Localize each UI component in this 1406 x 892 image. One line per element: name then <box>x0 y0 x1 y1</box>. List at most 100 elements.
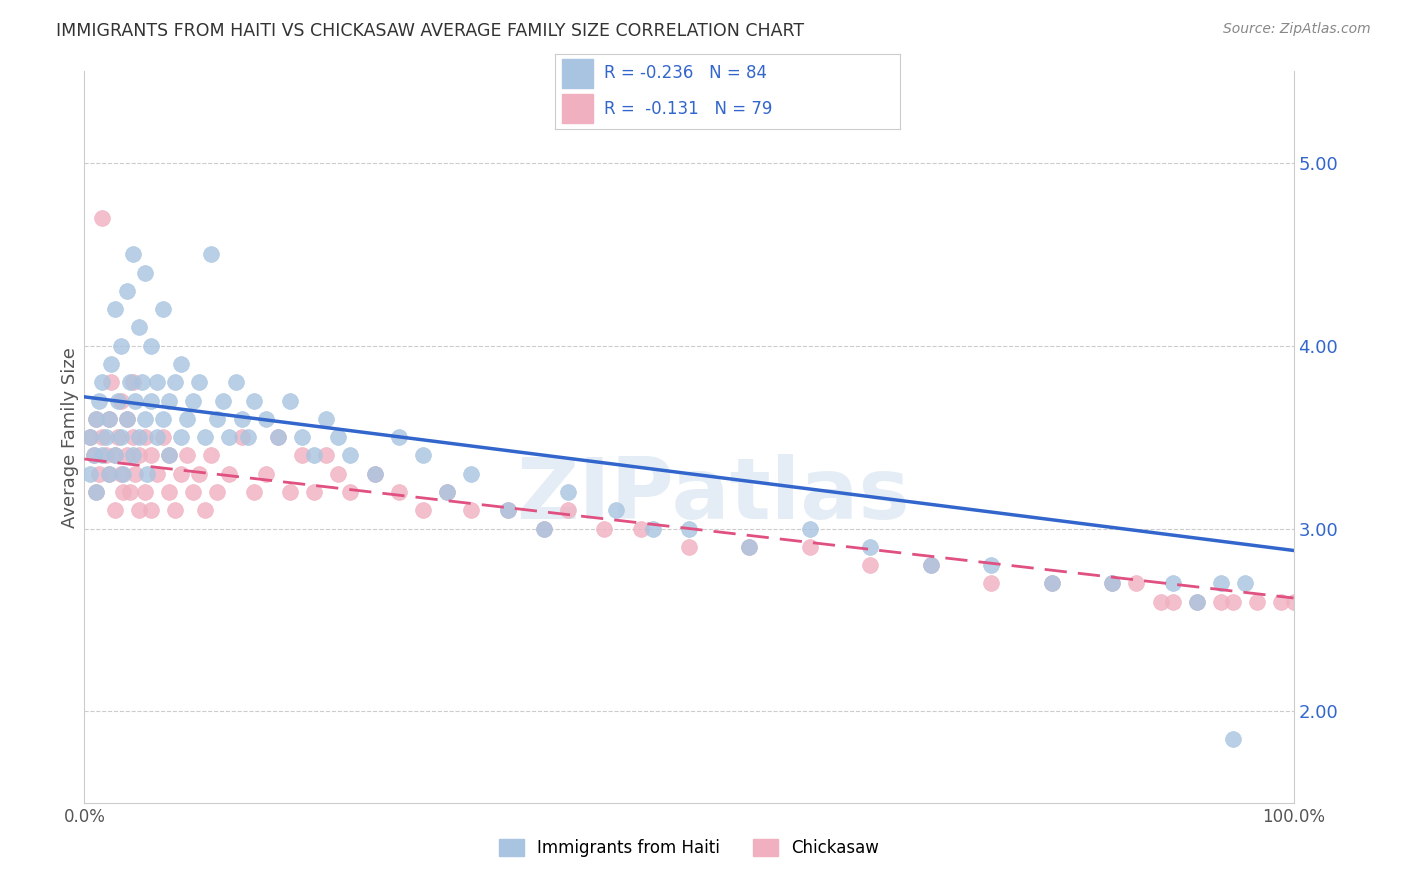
Point <box>1040 576 1063 591</box>
Point <box>104 503 127 517</box>
Point <box>1185 594 1208 608</box>
Point <box>388 485 411 500</box>
Point <box>139 338 162 352</box>
Point <box>920 558 942 573</box>
Point <box>124 467 146 481</box>
Point <box>200 448 222 462</box>
Point <box>87 393 110 408</box>
Point <box>859 558 882 573</box>
Point <box>363 467 385 481</box>
Point <box>110 393 132 408</box>
Point <box>738 540 761 554</box>
Point <box>112 467 135 481</box>
Point <box>980 576 1002 591</box>
Text: Source: ZipAtlas.com: Source: ZipAtlas.com <box>1223 22 1371 37</box>
Point <box>1282 594 1305 608</box>
Point <box>1101 576 1123 591</box>
Text: R = -0.236   N = 84: R = -0.236 N = 84 <box>603 64 766 82</box>
Point <box>121 247 143 261</box>
Point <box>236 430 259 444</box>
Point <box>86 412 108 426</box>
Point <box>980 558 1002 573</box>
Point <box>104 448 127 462</box>
Point <box>231 430 253 444</box>
Point <box>436 485 458 500</box>
Point <box>678 521 700 535</box>
Point <box>328 467 350 481</box>
Point <box>176 412 198 426</box>
Point <box>605 503 627 517</box>
Point <box>79 430 101 444</box>
Point <box>194 430 217 444</box>
Text: ZIPatlas: ZIPatlas <box>516 454 910 537</box>
Point <box>1209 576 1232 591</box>
Point <box>91 430 114 444</box>
Point <box>194 503 217 517</box>
Point <box>157 448 180 462</box>
Point <box>115 412 138 426</box>
Point <box>436 485 458 500</box>
Point <box>134 430 156 444</box>
Point <box>115 284 138 298</box>
Point <box>207 412 229 426</box>
Point <box>87 467 110 481</box>
Point <box>128 320 150 334</box>
Point <box>136 467 159 481</box>
Point <box>302 448 325 462</box>
Point <box>107 430 129 444</box>
Point <box>315 412 337 426</box>
Point <box>212 393 235 408</box>
Point <box>83 448 105 462</box>
Point <box>1149 594 1171 608</box>
Point <box>496 503 519 517</box>
Point <box>86 485 108 500</box>
Point <box>139 503 162 517</box>
Point <box>152 430 174 444</box>
Point <box>100 357 122 371</box>
Point <box>120 375 142 389</box>
Point <box>533 521 555 535</box>
Point <box>79 467 101 481</box>
Point <box>1234 576 1257 591</box>
Point <box>121 430 143 444</box>
Y-axis label: Average Family Size: Average Family Size <box>60 347 79 527</box>
Point <box>339 448 361 462</box>
Point <box>128 448 150 462</box>
Point <box>134 485 156 500</box>
Point <box>363 467 385 481</box>
Point <box>388 430 411 444</box>
Point <box>200 247 222 261</box>
Point <box>170 430 193 444</box>
Point <box>157 448 180 462</box>
Point <box>799 540 821 554</box>
Point <box>278 393 301 408</box>
Point <box>254 467 277 481</box>
Point <box>146 467 169 481</box>
Point <box>1101 576 1123 591</box>
Point <box>110 338 132 352</box>
Point <box>328 430 350 444</box>
Point <box>1125 576 1147 591</box>
Point <box>412 503 434 517</box>
Point <box>152 412 174 426</box>
Point <box>218 467 240 481</box>
Point <box>157 485 180 500</box>
Point <box>124 393 146 408</box>
Point <box>91 448 114 462</box>
Point <box>181 485 204 500</box>
Point <box>97 467 120 481</box>
Point <box>152 301 174 317</box>
Point <box>267 430 290 444</box>
Point <box>107 393 129 408</box>
Point <box>291 430 314 444</box>
Point <box>165 375 187 389</box>
Point <box>302 485 325 500</box>
Point <box>170 467 193 481</box>
Point <box>112 485 135 500</box>
Point <box>121 448 143 462</box>
Point <box>79 430 101 444</box>
Point <box>242 485 264 500</box>
Point <box>1161 594 1184 608</box>
Point <box>97 467 120 481</box>
Point <box>593 521 616 535</box>
